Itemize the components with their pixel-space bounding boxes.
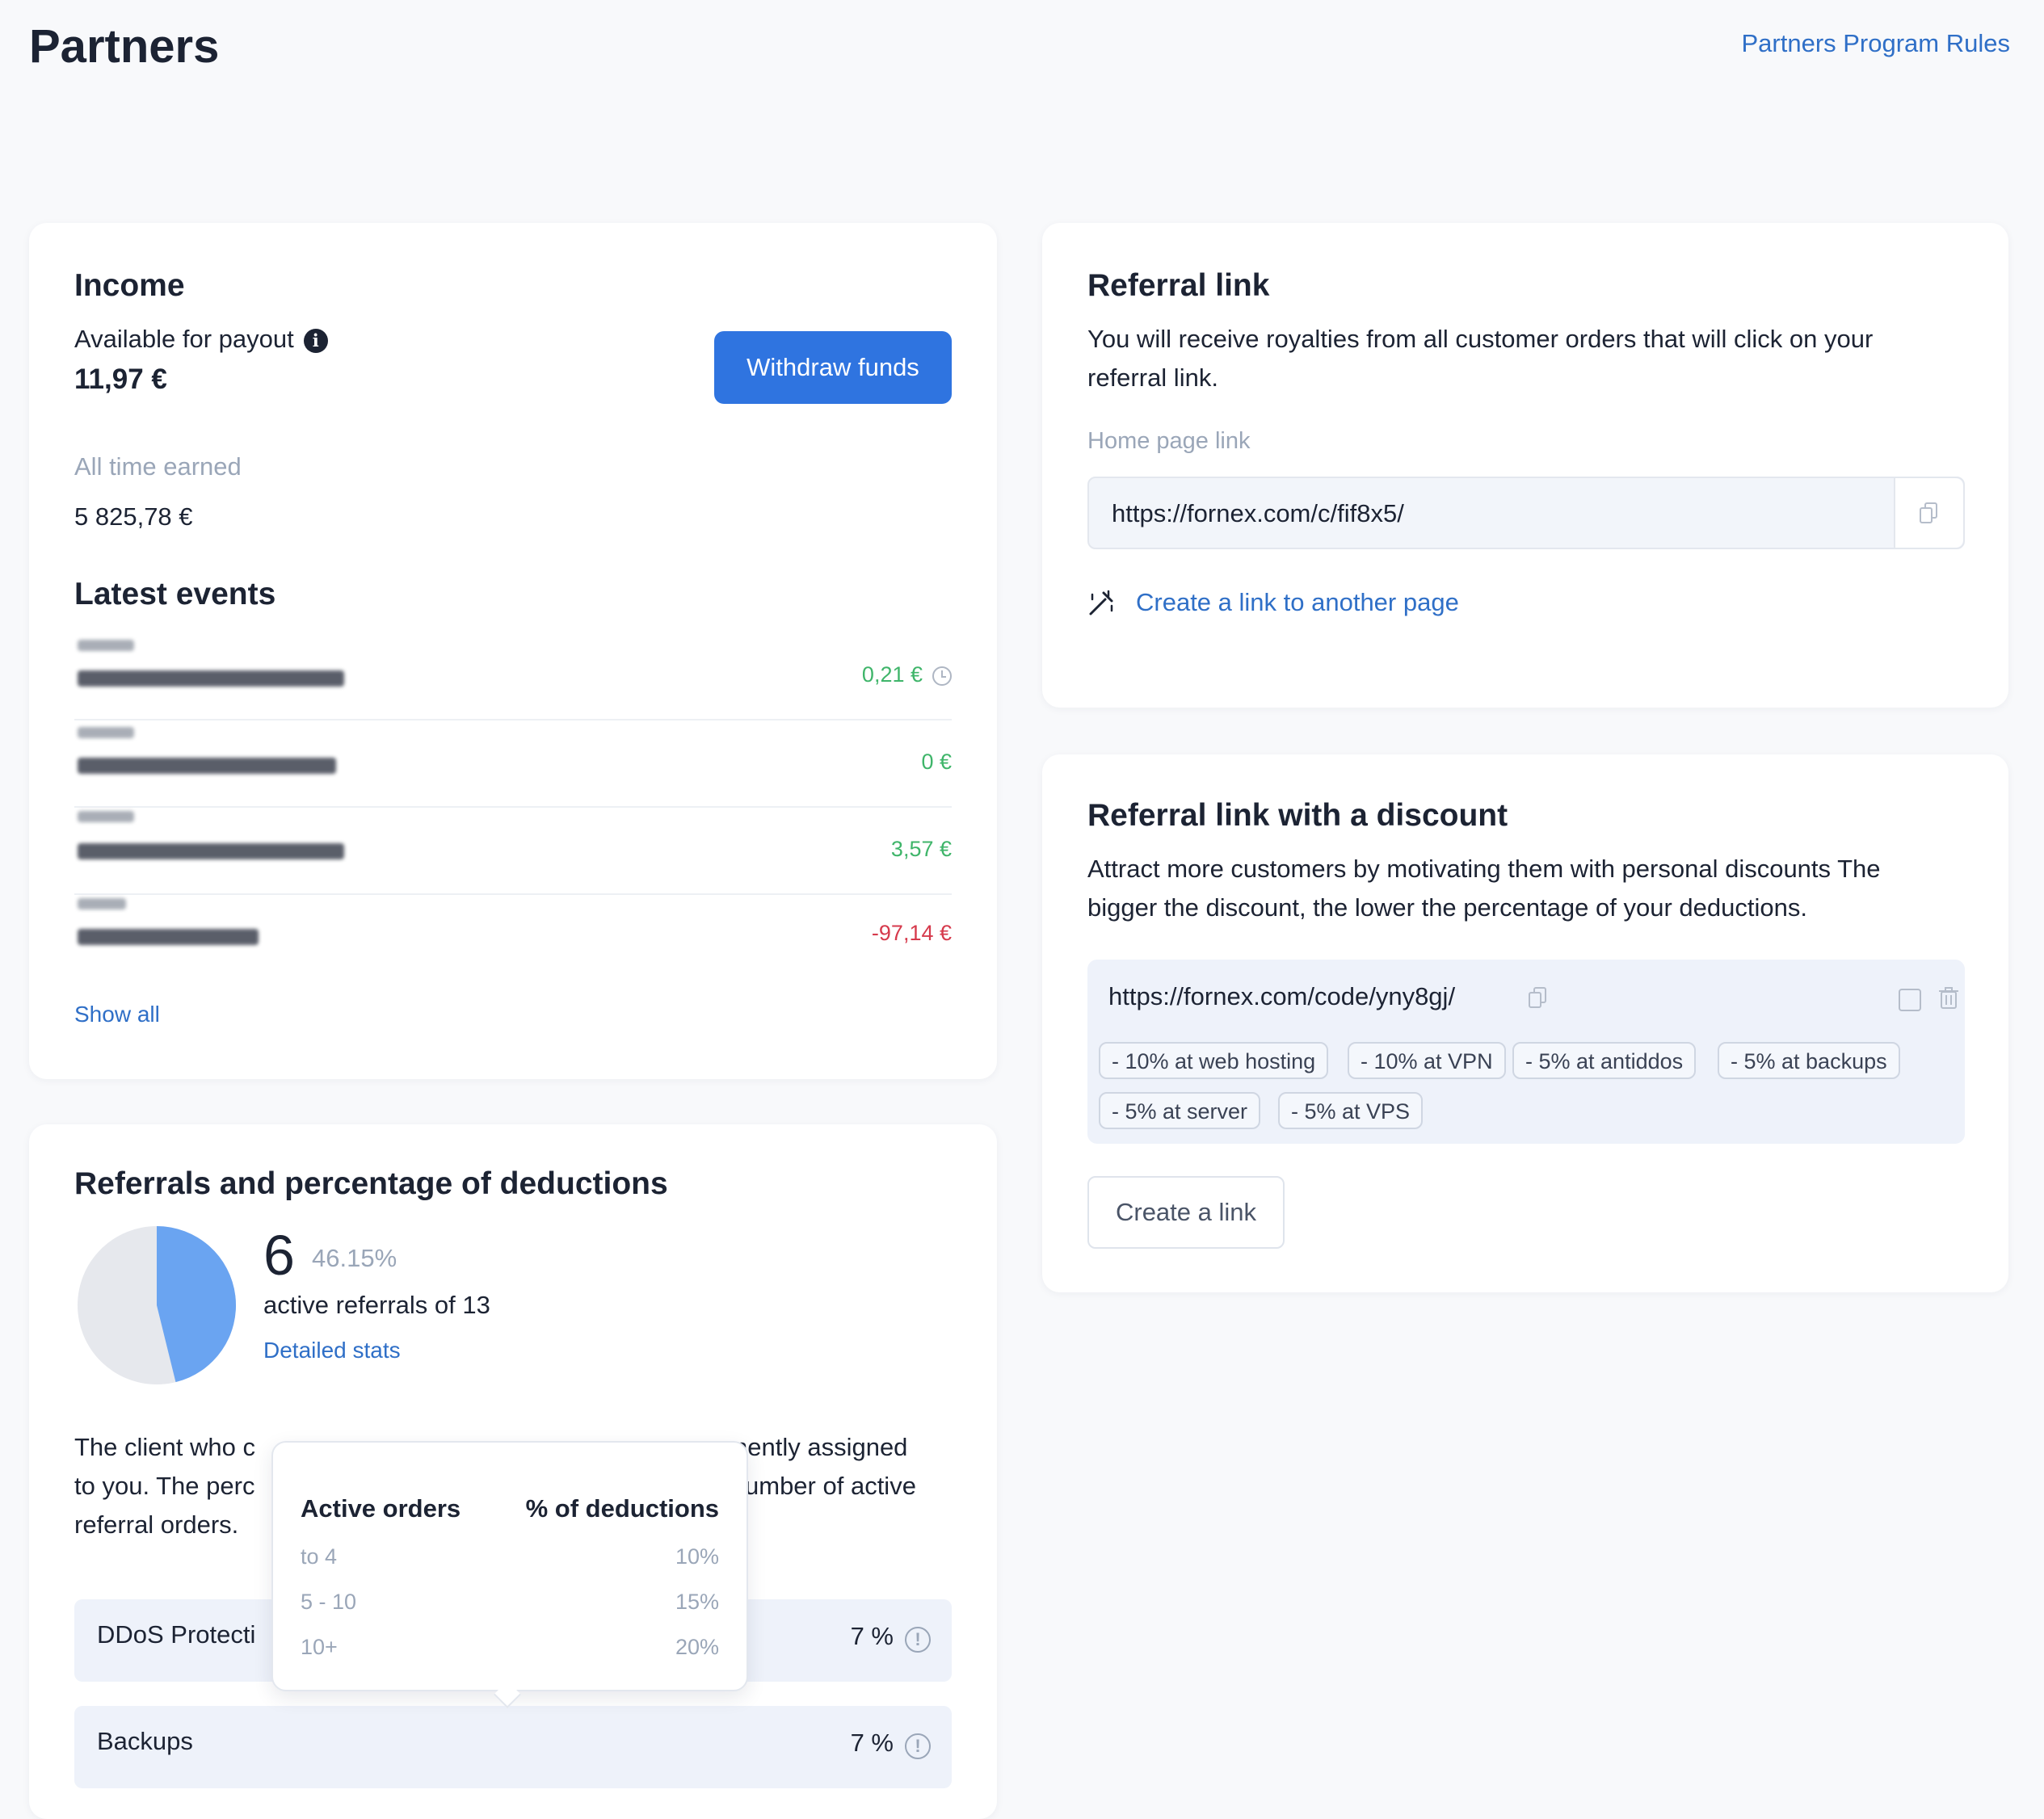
clock-icon (932, 666, 952, 686)
page-title: Partners (29, 20, 220, 73)
home-page-link-label: Home page link (1087, 428, 1251, 454)
description-line: nently assigned (734, 1433, 908, 1461)
info-icon[interactable]: i (303, 328, 328, 353)
copy-icon (1920, 502, 1937, 523)
tooltip-cell: 10% (675, 1544, 719, 1569)
withdraw-funds-button[interactable]: Withdraw funds (714, 331, 952, 404)
referral-link-title: Referral link (1087, 268, 1270, 303)
available-for-payout: Available for payout i (74, 320, 328, 359)
info-circle-icon[interactable]: ! (905, 1733, 931, 1759)
event-description-redacted (78, 670, 344, 687)
home-page-link-input[interactable] (1110, 493, 1840, 535)
all-time-earned-value: 5 825,78 € (74, 502, 193, 531)
available-label: Available for payout (74, 325, 294, 353)
description-line: The client who c (74, 1433, 255, 1461)
divider (74, 719, 952, 720)
income-title: Income (74, 268, 185, 303)
event-row[interactable]: 0,21 € (74, 633, 952, 720)
create-a-link-button[interactable]: Create a link (1087, 1176, 1285, 1249)
referral-link-card: Referral link You will receive royalties… (1042, 223, 2008, 708)
event-date-redacted (78, 727, 134, 738)
active-referrals-percent: 46.15% (312, 1244, 397, 1272)
discount-chip: - 5% at server (1099, 1092, 1261, 1129)
edit-icon[interactable] (1899, 989, 1921, 1011)
description-line: referral link. (1087, 363, 1218, 392)
service-name: DDoS Protecti (97, 1620, 256, 1649)
event-description-redacted (78, 929, 259, 945)
event-date-redacted (78, 640, 134, 651)
service-deduction: 7 % (850, 1622, 894, 1650)
description-line: to you. The perc (74, 1472, 255, 1500)
description-line: You will receive royalties from all cust… (1087, 325, 1874, 353)
event-amount: 0 € (921, 750, 952, 774)
available-value: 11,97 € (74, 363, 167, 395)
tooltip-cell: 20% (675, 1635, 719, 1659)
income-card: Income Available for payout i 11,97 € Wit… (29, 223, 997, 1079)
discount-chip: - 10% at web hosting (1099, 1042, 1329, 1079)
tooltip-header-orders: Active orders (301, 1494, 461, 1523)
partners-program-rules-link[interactable]: Partners Program Rules (1741, 29, 2010, 57)
discount-link-title: Referral link with a discount (1087, 798, 1508, 833)
discount-link-box: https://fornex.com/code/yny8gj/ - 10% at… (1087, 960, 1965, 1144)
event-description-redacted (78, 758, 336, 774)
referrals-title: Referrals and percentage of deductions (74, 1166, 668, 1201)
copy-button[interactable] (1894, 478, 1963, 548)
active-referrals-text: active referrals of 13 (263, 1291, 490, 1319)
all-time-earned-label: All time earned (74, 452, 242, 481)
show-all-link[interactable]: Show all (74, 1002, 160, 1027)
magic-wand-icon (1089, 590, 1113, 615)
description-line: bigger the discount, the lower the perce… (1087, 893, 1807, 922)
service-deduction: 7 % (850, 1729, 894, 1757)
tooltip-header-deductions: % of deductions (525, 1494, 719, 1523)
discount-chip: - 5% at backups (1718, 1042, 1900, 1079)
pie-active-slice (157, 1226, 237, 1383)
event-row[interactable]: 3,57 € (74, 808, 952, 895)
create-link-another-page[interactable]: Create a link to another page (1136, 588, 1459, 616)
divider (74, 893, 952, 895)
referrals-pie-chart (78, 1226, 237, 1384)
divider (74, 806, 952, 808)
description-line: umber of active (745, 1472, 916, 1500)
event-amount: -97,14 € (871, 921, 952, 945)
event-row[interactable]: 0 € (74, 720, 952, 808)
event-date-redacted (78, 898, 126, 910)
event-amount: 0,21 € (862, 662, 952, 687)
active-referrals-count: 6 (263, 1224, 295, 1287)
event-date-redacted (78, 811, 134, 822)
tooltip-cell: 10+ (301, 1635, 338, 1659)
description-line: referral orders. (74, 1510, 239, 1539)
event-amount: 3,57 € (890, 837, 952, 861)
description-line: Attract more customers by motivating the… (1087, 855, 1881, 883)
service-name: Backups (97, 1727, 193, 1755)
copy-icon[interactable] (1529, 987, 1546, 1008)
tooltip-cell: to 4 (301, 1544, 338, 1569)
latest-events-title: Latest events (74, 577, 276, 611)
detailed-stats-link[interactable]: Detailed stats (263, 1338, 401, 1363)
info-circle-icon[interactable]: ! (905, 1627, 931, 1653)
discount-chip: - 5% at VPS (1278, 1092, 1424, 1129)
discount-chip: - 10% at VPN (1348, 1042, 1506, 1079)
deductions-tooltip: Active orders % of deductions to 4 10% 5… (271, 1441, 748, 1691)
discount-chip: - 5% at antiddos (1512, 1042, 1697, 1079)
discount-link-card: Referral link with a discount Attract mo… (1042, 754, 2008, 1292)
service-row-backups[interactable]: Backups 7 % ! (74, 1706, 952, 1788)
tooltip-cell: 5 - 10 (301, 1590, 357, 1614)
home-page-link-field (1087, 477, 1965, 549)
event-row[interactable]: -97,14 € (74, 895, 952, 982)
event-description-redacted (78, 843, 344, 859)
tooltip-cell: 15% (675, 1590, 719, 1614)
discount-link-url[interactable]: https://fornex.com/code/yny8gj/ (1108, 982, 1456, 1010)
trash-icon[interactable] (1939, 987, 1958, 1010)
